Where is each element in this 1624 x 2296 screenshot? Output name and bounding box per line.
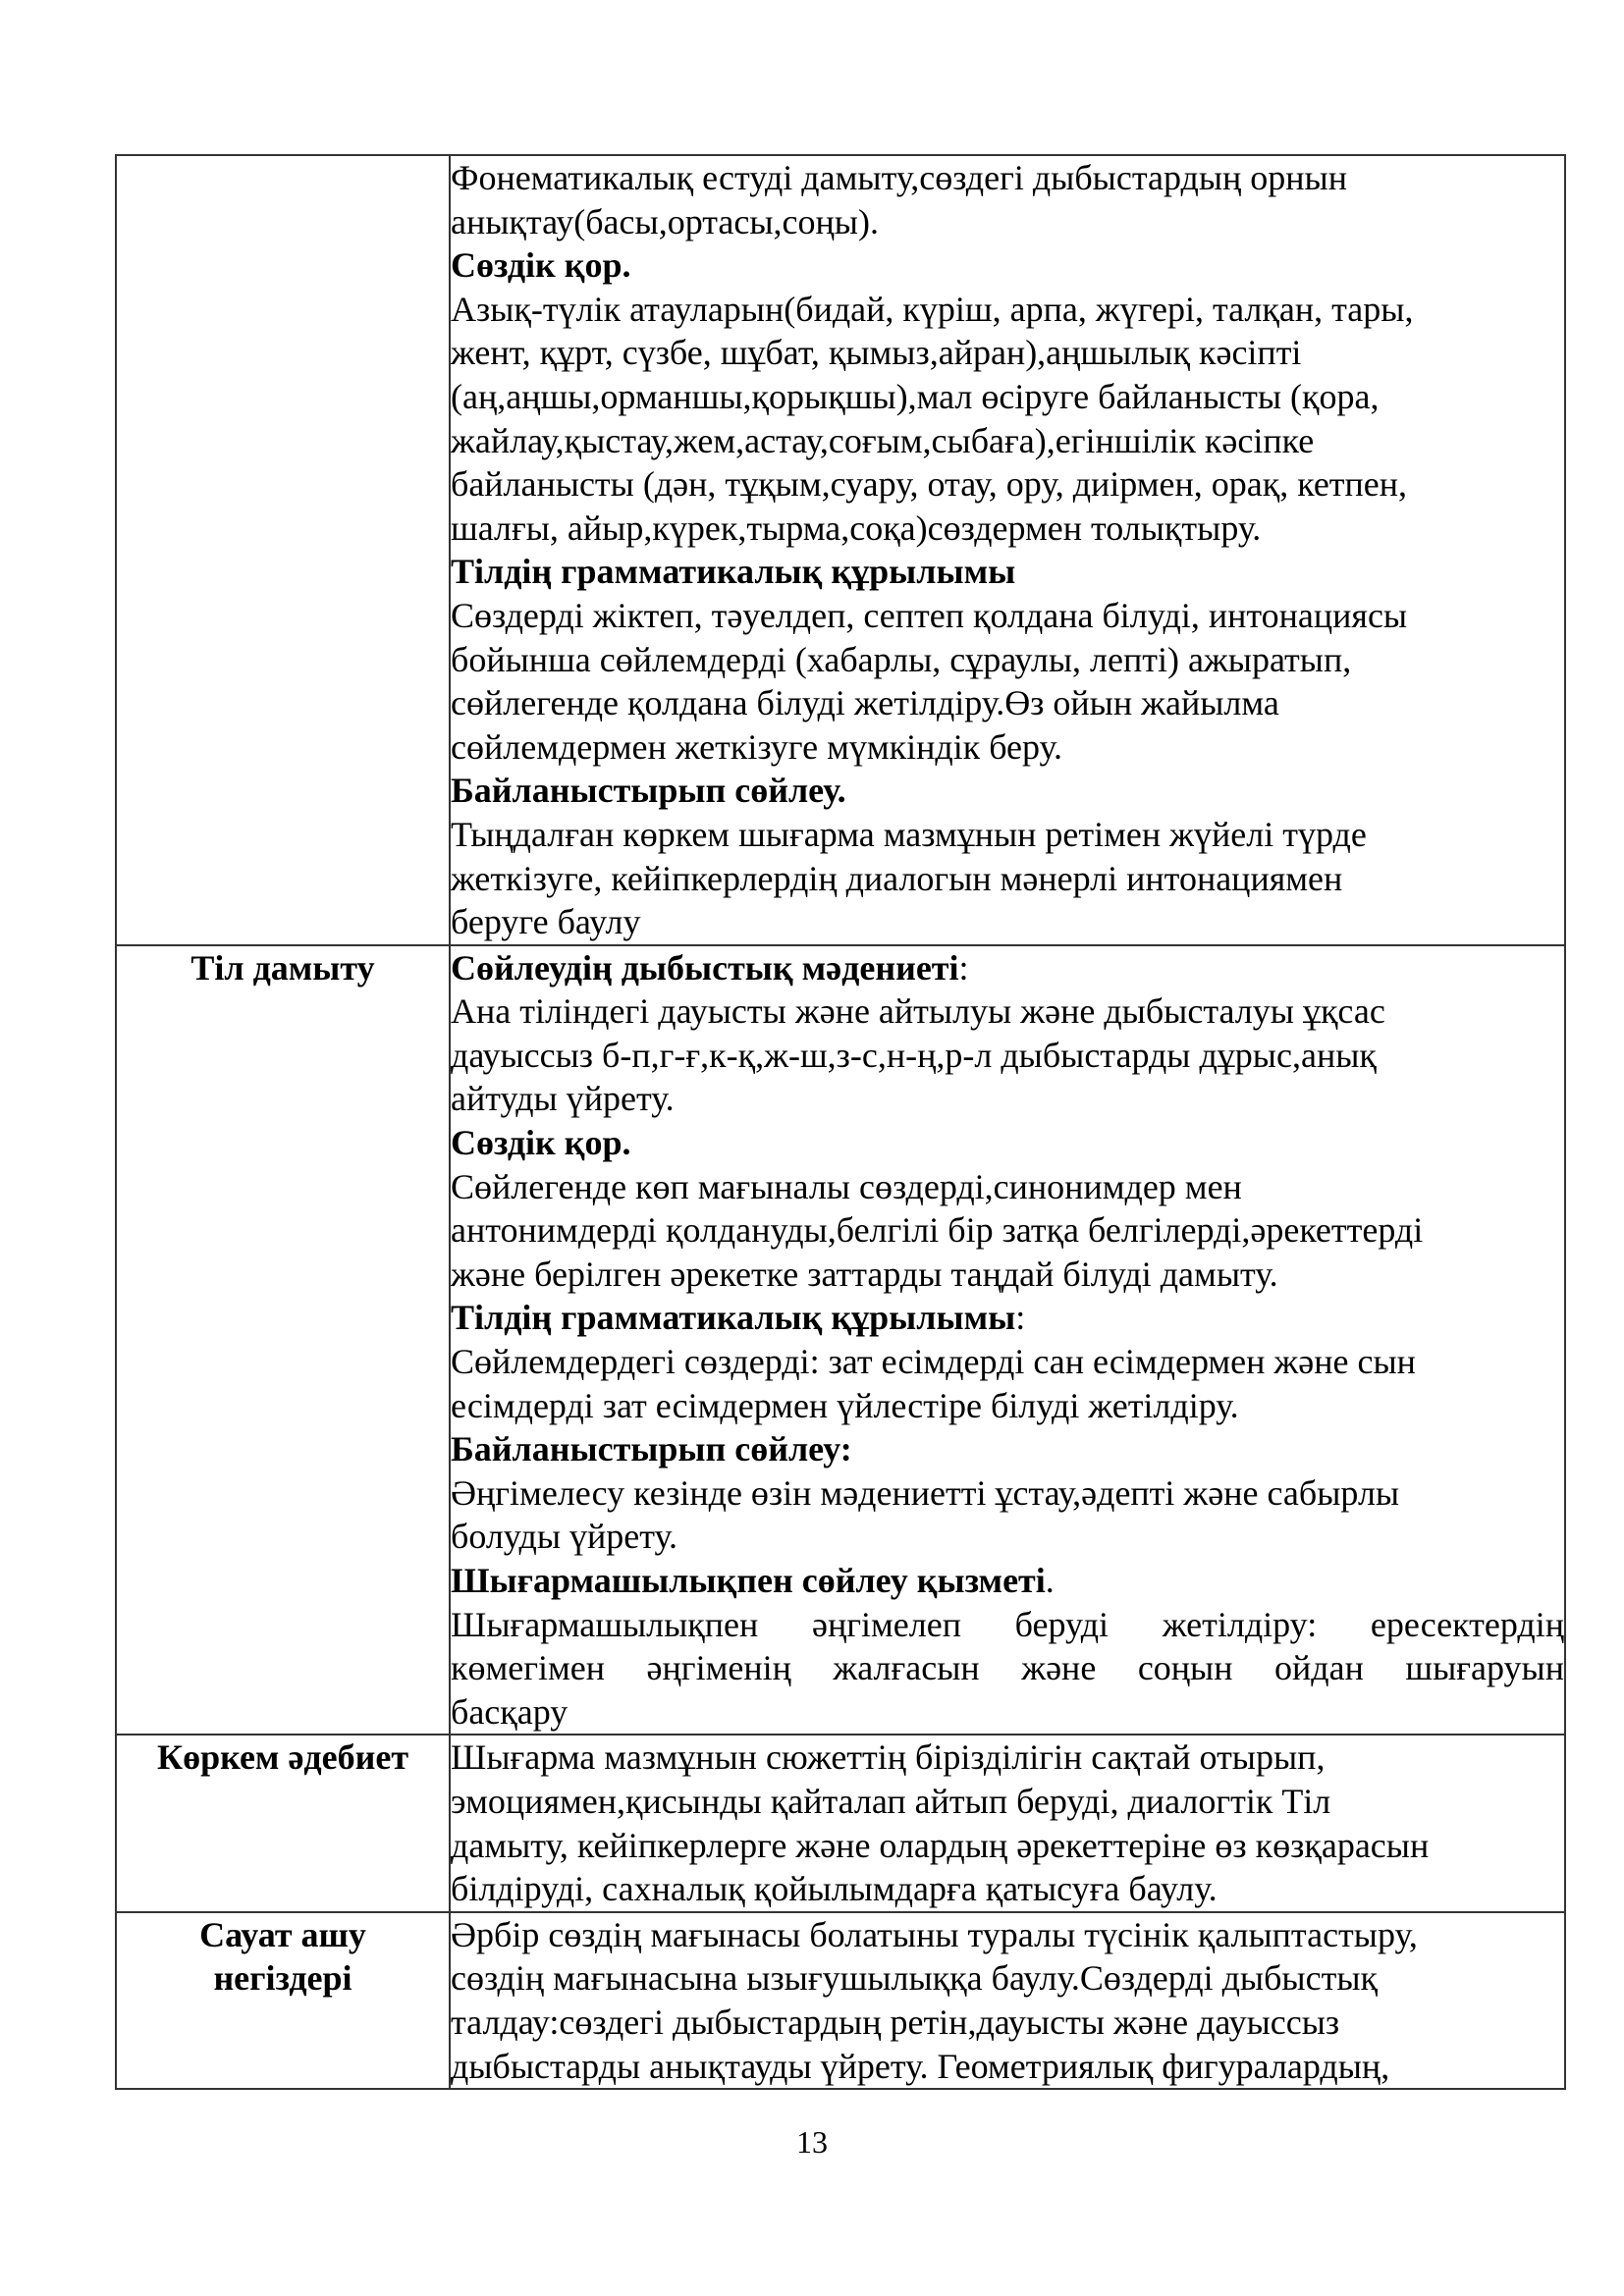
content-line: антонимдерді қолдануды,белгілі бір затқа… — [451, 1210, 1424, 1251]
heading-text: Сөйлеудің дыбыстық мәдениеті — [451, 947, 959, 988]
content-line: Әрбір сөздің мағынасы болатыны туралы тү… — [451, 1914, 1418, 1954]
heading-text: Тілдің грамматикалық құрылымы — [451, 1298, 1016, 1338]
content-line: айтуды үйрету. — [451, 1079, 675, 1119]
content-line: Шығарма мазмұнын сюжеттің бірізділігін с… — [451, 1737, 1326, 1778]
content-line: жент, құрт, сүзбе, шұбат, қымыз,айран),а… — [451, 333, 1302, 373]
section-heading: Сөздік қор. — [451, 1123, 631, 1163]
content-line: дауыссыз б-п,г-ғ,к-қ,ж-ш,з-с,н-ң,р-л дыб… — [451, 1035, 1377, 1075]
heading-punctuation: : — [958, 947, 969, 988]
content-line: сөздің мағынасына ызығушылыққа баулу.Сөз… — [451, 1958, 1378, 1999]
content-cell: Фонематикалық естуді дамыту,сөздегі дыбы… — [449, 154, 1566, 946]
content-line: дыбыстарды анықтауды үйрету. Геометриялы… — [451, 2046, 1390, 2086]
content-line: білдіруді, сахналық қойылымдарға қатысуғ… — [451, 1869, 1218, 1909]
section-heading: Сөйлеудің дыбыстық мәдениеті: — [451, 946, 1564, 990]
content-line: бойынша сөйлемдерді (хабарлы, сұраулы, л… — [451, 639, 1352, 679]
content-cell: Әрбір сөздің мағынасы болатыны туралы тү… — [449, 1910, 1566, 2091]
table-row: Көркем әдебиет Шығарма мазмұнын сюжеттің … — [115, 1734, 1566, 1913]
content-line: сөйлемдермен жеткізуге мүмкіндік беру. — [451, 726, 1062, 767]
content-cell: Шығарма мазмұнын сюжеттің бірізділігін с… — [449, 1734, 1566, 1913]
content-line: эмоциямен,қисынды қайталап айтып беруді,… — [451, 1781, 1331, 1821]
content-cell: Сөйлеудің дыбыстық мәдениеті: Ана тілінде… — [449, 943, 1566, 1736]
content-line: Шығармашылықпен әңгімелеп беруді жетілді… — [451, 1604, 1564, 1644]
content-line: көмегімен әңгіменің жалғасын және соңын … — [451, 1648, 1564, 1688]
content-line: талдау:сөздегі дыбыстардың ретін,дауысты… — [451, 2002, 1340, 2042]
subject-cell — [115, 154, 451, 946]
content-line: беруге баулу — [451, 902, 641, 942]
table-row: Сауат ашу негіздері Әрбір сөздің мағынасы … — [115, 1910, 1566, 2091]
curriculum-table: Фонематикалық естуді дамыту,сөздегі дыбы… — [115, 154, 1566, 2091]
content-line: Әңгімелесу кезінде өзін мәдениетті ұстау… — [451, 1472, 1400, 1513]
heading-text: Шығармашылықпен сөйлеу қызметі — [451, 1561, 1046, 1600]
content-line: Сөйлемдердегі сөздерді: зат есімдерді са… — [451, 1342, 1416, 1382]
content-line: (аң,аңшы,орманшы,қорықшы),мал өсіруге ба… — [451, 376, 1380, 416]
section-heading: Сөздік қор. — [451, 245, 631, 286]
content-line: Фонематикалық естуді дамыту,сөздегі дыбы… — [451, 158, 1347, 197]
table-row: Фонематикалық естуді дамыту,сөздегі дыбы… — [115, 154, 1566, 946]
section-heading: Тілдің грамматикалық құрылымы: — [451, 1296, 1564, 1340]
table-row: Тіл дамыту Сөйлеудің дыбыстық мәдениеті: А… — [115, 943, 1566, 1736]
content-line: шалғы, айыр,күрек,тырма,соқа)сөздермен т… — [451, 507, 1262, 548]
subject-cell: Көркем әдебиет — [115, 1734, 451, 1913]
content-line: Сөздерді жіктеп, тәуелдеп, септеп қолдан… — [451, 595, 1408, 635]
subject-cell: Тіл дамыту — [115, 943, 451, 1736]
content-line: байланысты (дән, тұқым,суару, отау, ору,… — [451, 464, 1408, 505]
content-line: болуды үйрету. — [451, 1517, 677, 1557]
content-line: есімдерді зат есімдермен үйлестіре білуд… — [451, 1385, 1239, 1425]
content-line: Ана тіліндегі дауысты және айтылуы және … — [451, 991, 1385, 1032]
content-line: жеткізуге, кейіпкерлердің диалогын мәнер… — [451, 858, 1343, 898]
content-line: анықтау(басы,ортасы,соңы). — [451, 201, 879, 241]
heading-punctuation: : — [1015, 1298, 1026, 1338]
section-heading: Байланыстырып сөйлеу. — [451, 771, 846, 811]
subject-label: Тіл дамыту — [190, 947, 375, 988]
content-line: жайлау,қыстау,жем,астау,соғым,сыбаға),ег… — [451, 420, 1315, 460]
heading-punctuation: . — [1045, 1561, 1055, 1600]
content-line: басқару — [451, 1691, 568, 1732]
content-line: дамыту, кейіпкерлерге және олардың әреке… — [451, 1825, 1430, 1865]
section-heading: Шығармашылықпен сөйлеу қызметі. — [451, 1559, 1564, 1603]
subject-label: негіздері — [213, 1958, 352, 1999]
content-line: және берілген әрекетке заттарды таңдай б… — [451, 1254, 1278, 1294]
subject-label: Көркем әдебиет — [156, 1737, 409, 1778]
subject-label: Сауат ашу — [199, 1914, 366, 1954]
page-number: 13 — [796, 2124, 828, 2160]
subject-cell: Сауат ашу негіздері — [115, 1910, 451, 2091]
content-line: Тыңдалған көркем шығарма мазмұнын ретіме… — [451, 814, 1367, 854]
content-line: Азық-түлік атауларын(бидай, күріш, арпа,… — [451, 289, 1414, 329]
section-heading: Байланыстырып сөйлеу: — [451, 1429, 852, 1469]
section-heading: Тілдің грамматикалық құрылымы — [451, 552, 1016, 592]
content-line: Сөйлегенде көп мағыналы сөздерді,синоним… — [451, 1166, 1242, 1206]
content-line: сөйлегенде қолдана білуді жетілдіру.Өз о… — [451, 683, 1279, 723]
